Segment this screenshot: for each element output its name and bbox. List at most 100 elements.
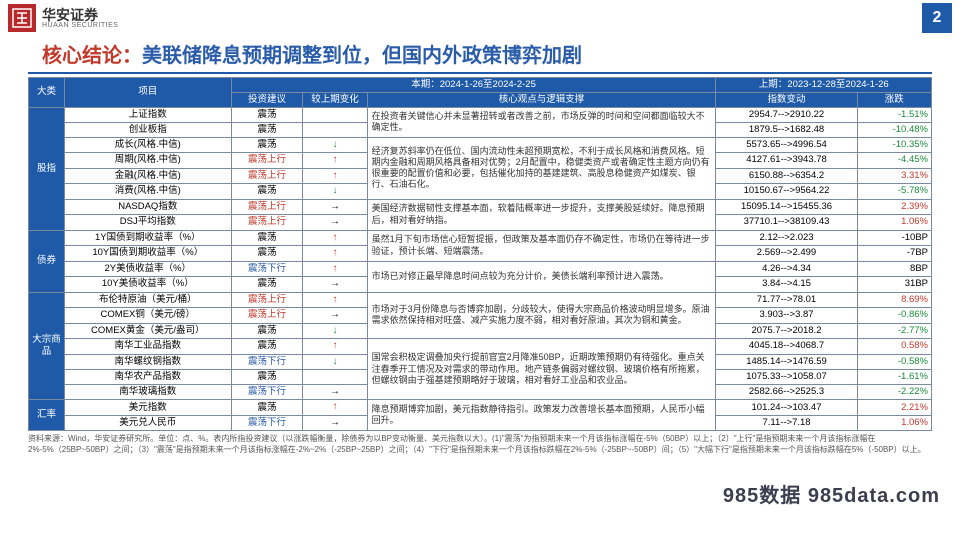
title-lead: 核心结论： <box>42 45 142 67</box>
change-arrow-cell: ↑ <box>303 230 367 246</box>
item-cell: 周期(风格.中信) <box>64 153 231 169</box>
category-cell: 股指 <box>29 107 65 230</box>
logo-en: HUAAN SECURITIES <box>42 22 118 29</box>
pct-cell: 2.39% <box>857 199 931 215</box>
advice-cell: 震荡 <box>231 230 303 246</box>
summary-table: 大类 项目 本期：2024-1-26至2024-2-25 上期：2023-12-… <box>28 77 932 431</box>
advice-cell: 震荡 <box>231 277 303 293</box>
view-cell: 降息预期博弈加剧，美元指数静待指引。政策发力改善增长基本面预期，人民币小幅回升。 <box>367 400 716 431</box>
table-row: 2Y美债收益率（%）震荡下行↑市场已对修正最早降息时间点较为充分计价，美债长端利… <box>29 261 932 277</box>
item-cell: 南华农产品指数 <box>64 370 231 385</box>
table-row: 股指上证指数震荡在投资者关键信心并未显著扭转或者改善之前，市场反弹的时间和空间都… <box>29 107 932 122</box>
pct-cell: -2.77% <box>857 323 931 339</box>
change-arrow-cell: → <box>303 308 367 324</box>
advice-cell: 震荡下行 <box>231 384 303 400</box>
change-arrow-cell: → <box>303 384 367 400</box>
advice-cell: 震荡上行 <box>231 153 303 169</box>
pct-cell: -1.61% <box>857 370 931 385</box>
change-arrow-cell <box>303 370 367 385</box>
item-cell: 2Y美债收益率（%） <box>64 261 231 277</box>
table-row: 债券1Y国债到期收益率（%）震荡↑虽然1月下旬市场信心短暂提振，但政策及基本面仍… <box>29 230 932 246</box>
pct-cell: 0.58% <box>857 339 931 355</box>
th-current: 本期：2024-1-26至2024-2-25 <box>231 78 716 93</box>
category-cell: 汇率 <box>29 400 65 431</box>
advice-cell: 震荡 <box>231 339 303 355</box>
change-arrow-cell: ↑ <box>303 339 367 355</box>
view-cell: 市场对于3月份降息与否博弈加剧，分歧较大，使得大宗商品价格波动明显增多。原油需求… <box>367 292 716 339</box>
view-cell: 虽然1月下旬市场信心短暂提振，但政策及基本面仍存不确定性，市场仍在等待进一步验证… <box>367 230 716 261</box>
item-cell: 金融(风格.中信) <box>64 168 231 184</box>
item-cell: 成长(风格.中信) <box>64 137 231 153</box>
pct-cell: 1.06% <box>857 415 931 431</box>
pct-cell: 3.31% <box>857 168 931 184</box>
index-change-cell: 1485.14-->1476.59 <box>716 354 857 370</box>
pct-cell: -1.51% <box>857 107 931 122</box>
advice-cell: 震荡上行 <box>231 199 303 215</box>
footnote: 资料来源：Wind，华安证券研究所。单位：点、%。表内所指投资建议（以涨跌幅衡量… <box>28 434 932 455</box>
index-change-cell: 2582.66-->2525.3 <box>716 384 857 400</box>
watermark: 985数据 985data.com <box>723 479 940 508</box>
index-change-cell: 2954.7-->2910.22 <box>716 107 857 122</box>
index-change-cell: 6150.88-->6354.2 <box>716 168 857 184</box>
pct-cell: -5.78% <box>857 184 931 200</box>
change-arrow-cell: → <box>303 277 367 293</box>
index-change-cell: 101.24-->103.47 <box>716 400 857 416</box>
header-bar: 华安证券 HUAAN SECURITIES 2 <box>0 0 960 36</box>
view-cell: 市场已对修正最早降息时间点较为充分计价，美债长端利率预计进入震荡。 <box>367 261 716 292</box>
advice-cell: 震荡 <box>231 400 303 416</box>
th-change: 较上期变化 <box>303 92 367 107</box>
view-cell: 国常会积极定调叠加央行提前官宣2月降准50BP，近期政策预期仍有待强化。重点关注… <box>367 339 716 400</box>
pct-cell: 2.21% <box>857 400 931 416</box>
th-view: 核心观点与逻辑支撑 <box>367 92 716 107</box>
advice-cell: 震荡 <box>231 370 303 385</box>
item-cell: COMEX黄金（美元/盎司） <box>64 323 231 339</box>
pct-cell: -10.48% <box>857 122 931 137</box>
item-cell: 创业板指 <box>64 122 231 137</box>
item-cell: 10Y国债到期收益率（%） <box>64 246 231 262</box>
index-change-cell: 4.26-->4.34 <box>716 261 857 277</box>
change-arrow-cell: ↑ <box>303 292 367 308</box>
change-arrow-cell: ↑ <box>303 261 367 277</box>
item-cell: 消费(风格.中信) <box>64 184 231 200</box>
index-change-cell: 4127.61-->3943.78 <box>716 153 857 169</box>
item-cell: 1Y国债到期收益率（%） <box>64 230 231 246</box>
advice-cell: 震荡下行 <box>231 354 303 370</box>
title-rest: 美联储降息预期调整到位，但国内外政策博弈加剧 <box>142 45 582 67</box>
index-change-cell: 1075.33-->1058.07 <box>716 370 857 385</box>
advice-cell: 震荡 <box>231 246 303 262</box>
table-row: 南华工业品指数震荡↑国常会积极定调叠加央行提前官宣2月降准50BP，近期政策预期… <box>29 339 932 355</box>
view-cell: 在投资者关键信心并未显著扭转或者改善之前，市场反弹的时间和空间都面临较大不确定性… <box>367 107 716 137</box>
logo: 华安证券 HUAAN SECURITIES <box>8 4 118 32</box>
change-arrow-cell: → <box>303 199 367 215</box>
advice-cell: 震荡上行 <box>231 168 303 184</box>
index-change-cell: 3.84-->4.15 <box>716 277 857 293</box>
pct-cell: -10.35% <box>857 137 931 153</box>
page-number: 2 <box>922 3 952 33</box>
advice-cell: 震荡 <box>231 107 303 122</box>
pct-cell: 31BP <box>857 277 931 293</box>
item-cell: DSJ平均指数 <box>64 215 231 231</box>
item-cell: 美元指数 <box>64 400 231 416</box>
logo-cn: 华安证券 <box>42 8 118 22</box>
index-change-cell: 5573.65-->4996.54 <box>716 137 857 153</box>
item-cell: NASDAQ指数 <box>64 199 231 215</box>
index-change-cell: 15095.14-->15455.36 <box>716 199 857 215</box>
th-idx: 指数变动 <box>716 92 857 107</box>
category-cell: 债券 <box>29 230 65 292</box>
pct-cell: 8BP <box>857 261 931 277</box>
pct-cell: -10BP <box>857 230 931 246</box>
pct-cell: -0.86% <box>857 308 931 324</box>
pct-cell: -2.22% <box>857 384 931 400</box>
change-arrow-cell: → <box>303 215 367 231</box>
advice-cell: 震荡上行 <box>231 215 303 231</box>
index-change-cell: 10150.67-->9564.22 <box>716 184 857 200</box>
item-cell: 10Y美债收益率（%） <box>64 277 231 293</box>
pct-cell: 8.69% <box>857 292 931 308</box>
index-change-cell: 2.569-->2.499 <box>716 246 857 262</box>
item-cell: COMEX铜（美元/磅） <box>64 308 231 324</box>
th-prev: 上期：2023-12-28至2024-1-26 <box>716 78 932 93</box>
category-cell: 大宗商品 <box>29 292 65 400</box>
table-row: 汇率美元指数震荡↑降息预期博弈加剧，美元指数静待指引。政策发力改善增长基本面预期… <box>29 400 932 416</box>
change-arrow-cell: ↑ <box>303 400 367 416</box>
pct-cell: 1.06% <box>857 215 931 231</box>
